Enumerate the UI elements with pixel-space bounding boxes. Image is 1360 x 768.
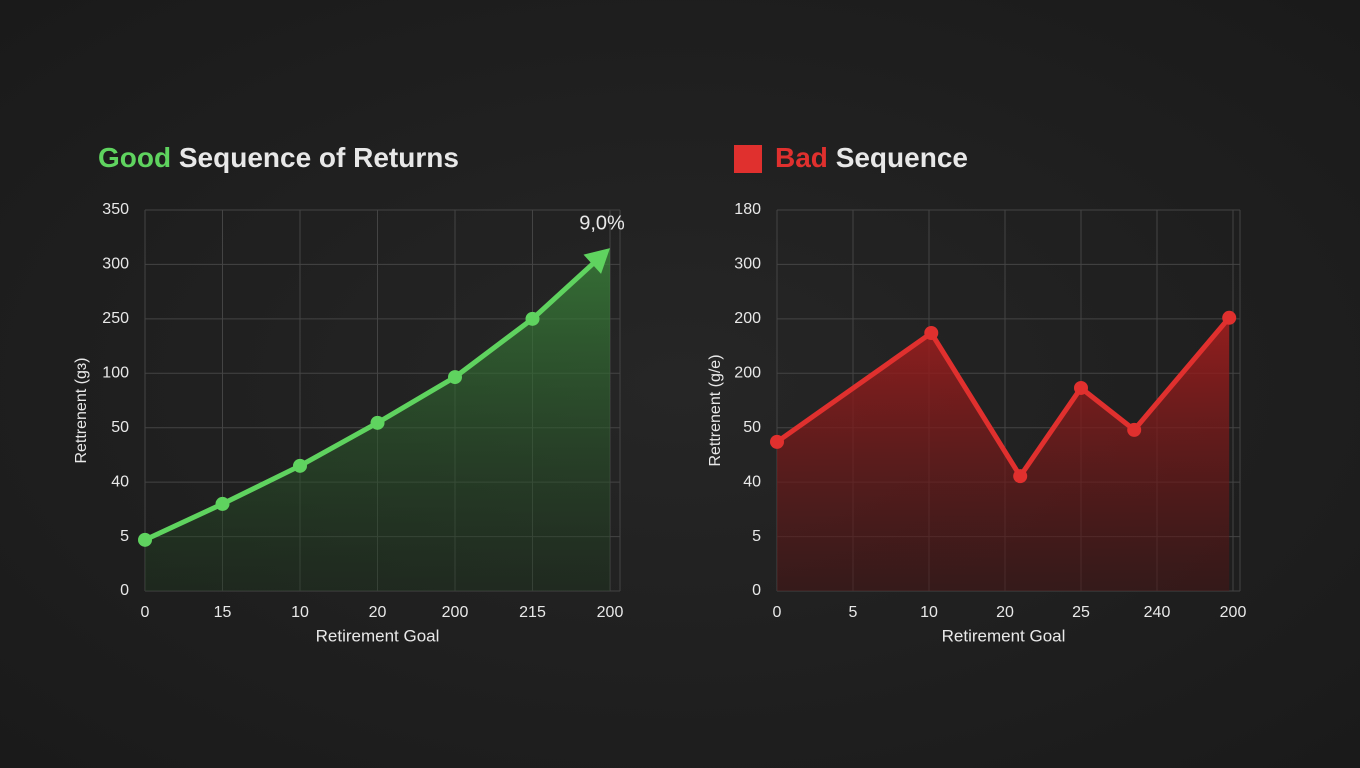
title-highlight: Good xyxy=(98,142,171,173)
annotation: 9,0% xyxy=(579,212,625,234)
area xyxy=(145,248,610,591)
x-tick-label: 200 xyxy=(1220,604,1247,621)
x-tick-label: 20 xyxy=(996,604,1014,621)
title-text: Sequence xyxy=(836,142,968,173)
y-tick-label: 0 xyxy=(120,582,129,599)
marker xyxy=(370,415,385,430)
x-tick-label: 5 xyxy=(849,604,858,621)
x-tick-label: 200 xyxy=(442,604,469,621)
y-tick-label: 200 xyxy=(734,310,761,327)
marker xyxy=(215,496,230,511)
x-tick-label: 25 xyxy=(1072,604,1090,621)
y-tick-label: 250 xyxy=(102,310,129,327)
x-tick-label: 15 xyxy=(214,604,232,621)
y-axis-label: Rettrenent (gɜ) xyxy=(73,357,90,463)
x-tick-label: 0 xyxy=(141,604,150,621)
y-tick-label: 200 xyxy=(734,365,761,382)
x-tick-label: 240 xyxy=(1144,604,1171,621)
line xyxy=(775,316,1232,479)
y-tick-label: 50 xyxy=(111,419,129,436)
marker xyxy=(448,370,462,385)
y-tick-label: 300 xyxy=(102,256,129,273)
y-tick-label: 40 xyxy=(111,473,129,490)
y-tick-label: 5 xyxy=(120,528,129,545)
marker xyxy=(138,532,152,547)
marker xyxy=(770,434,784,449)
x-tick-label: 10 xyxy=(920,604,938,621)
x-tick-label: 200 xyxy=(597,604,624,621)
area xyxy=(777,317,1230,591)
x-tick-label: 0 xyxy=(773,604,782,621)
x-axis-label: Retirement Goal xyxy=(942,626,1066,645)
marker xyxy=(924,326,939,341)
y-tick-label: 100 xyxy=(102,365,129,382)
marker xyxy=(293,458,307,473)
y-tick-label: 300 xyxy=(734,256,761,273)
x-axis-label: Retirement Goal xyxy=(316,626,440,645)
marker xyxy=(1127,422,1142,437)
chart-title: Bad Sequence xyxy=(775,142,968,173)
marker xyxy=(1222,310,1237,325)
legend-icon xyxy=(734,145,762,173)
y-tick-label: 5 xyxy=(752,528,761,545)
x-tick-label: 10 xyxy=(291,604,309,621)
y-axis-label: Rettrenent (g/e) xyxy=(707,354,724,466)
title-text: Sequence of Returns xyxy=(179,142,459,173)
y-tick-label: 50 xyxy=(743,419,761,436)
marker xyxy=(1074,380,1088,395)
x-tick-label: 215 xyxy=(519,604,546,621)
chart-title: Good Sequence of Returns xyxy=(98,142,459,173)
title-highlight: Bad xyxy=(775,142,828,173)
y-tick-label: 350 xyxy=(102,201,129,218)
marker xyxy=(1013,469,1028,484)
x-tick-label: 20 xyxy=(369,604,387,621)
y-tick-label: 0 xyxy=(752,582,761,599)
y-tick-label: 180 xyxy=(734,201,761,218)
y-tick-label: 40 xyxy=(743,473,761,490)
marker xyxy=(525,311,540,326)
